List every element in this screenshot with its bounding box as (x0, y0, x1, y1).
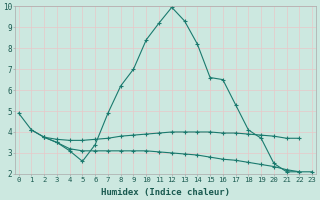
X-axis label: Humidex (Indice chaleur): Humidex (Indice chaleur) (101, 188, 230, 197)
